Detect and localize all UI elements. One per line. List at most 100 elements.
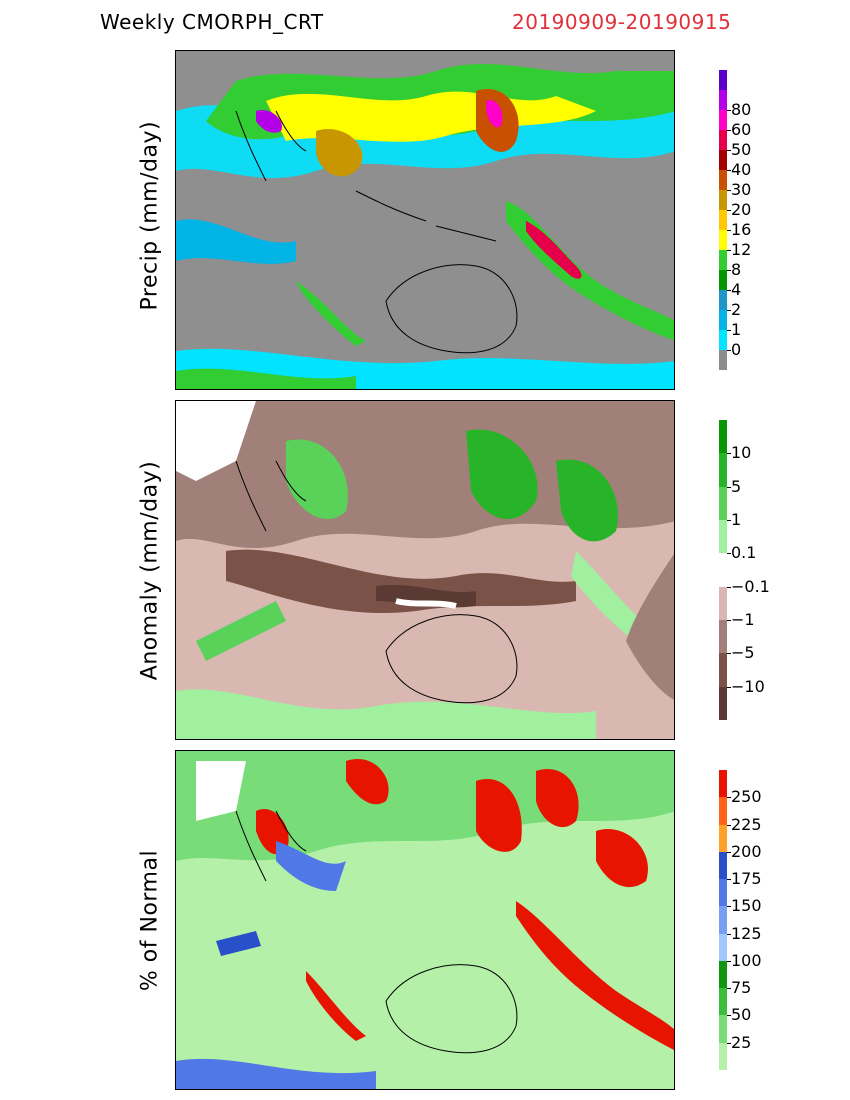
colorbar-label: 1 <box>731 510 742 529</box>
colorbar-label: 50 <box>731 140 752 159</box>
anomaly-colorbar <box>719 420 731 720</box>
colorbar-segment <box>719 170 727 190</box>
colorbar-tick <box>727 250 731 251</box>
colorbar-tick <box>727 851 731 853</box>
colorbar-tick <box>727 553 731 555</box>
colorbar-tick <box>727 350 731 351</box>
colorbar-tick <box>727 230 731 231</box>
colorbar-tick <box>727 270 731 271</box>
colorbar-label: 80 <box>731 100 752 119</box>
anomaly-axis-label: Anomaly (mm/day) <box>137 460 163 681</box>
colorbar-tick <box>727 330 731 331</box>
colorbar-label: 0 <box>731 340 742 359</box>
map-title: Weekly CMORPH_CRT <box>100 10 324 34</box>
colorbar-tick <box>727 190 731 191</box>
colorbar-segment <box>719 130 727 150</box>
colorbar-label: 225 <box>731 814 762 834</box>
colorbar-label: 50 <box>731 1005 752 1025</box>
colorbar-label: 10 <box>731 443 752 463</box>
colorbar-tick <box>727 170 731 171</box>
colorbar-label: −5 <box>731 643 755 663</box>
date-range: 20190909-20190915 <box>512 10 732 34</box>
colorbar-tick <box>727 486 731 488</box>
colorbar-segment <box>719 851 727 880</box>
colorbar-segment <box>719 1042 727 1070</box>
colorbar-label: 25 <box>731 1032 752 1052</box>
colorbar-segment <box>719 290 727 310</box>
colorbar-tick <box>727 110 731 111</box>
colorbar-tick <box>727 520 731 521</box>
colorbar-tick <box>727 686 731 688</box>
colorbar-segment <box>719 453 727 487</box>
anomaly-map <box>175 400 675 740</box>
colorbar-tick <box>727 290 731 291</box>
percent-axis-label: % of Normal <box>137 849 163 992</box>
colorbar-label: 5 <box>731 476 742 496</box>
colorbar-label: 100 <box>731 950 762 970</box>
colorbar-tick <box>727 130 731 131</box>
colorbar-segment <box>719 824 727 852</box>
colorbar-segment <box>719 90 727 110</box>
colorbar-tick <box>727 1015 731 1017</box>
colorbar-segment <box>719 190 727 210</box>
colorbar-segment <box>719 770 727 798</box>
colorbar-label: 0.1 <box>731 543 757 563</box>
colorbar-segment <box>719 110 727 130</box>
colorbar-label: −0.1 <box>731 576 770 596</box>
colorbar-segment <box>719 230 727 250</box>
colorbar-segment <box>719 350 727 370</box>
colorbar-segment <box>719 553 727 587</box>
colorbar-tick <box>727 653 731 655</box>
colorbar-tick <box>727 960 731 962</box>
colorbar-segment <box>719 310 727 330</box>
colorbar-segment <box>719 150 727 170</box>
colorbar-label: 250 <box>731 787 762 807</box>
colorbar-segment <box>719 586 727 620</box>
colorbar-segment <box>719 1015 727 1043</box>
colorbar-segment <box>719 960 727 989</box>
colorbar-segment <box>719 486 727 520</box>
colorbar-segment <box>719 797 727 825</box>
colorbar-label: 60 <box>731 120 752 139</box>
colorbar-segment <box>719 70 727 90</box>
colorbar-label: 40 <box>731 160 752 179</box>
colorbar-tick <box>727 620 731 621</box>
colorbar-tick <box>727 797 731 799</box>
colorbar-tick <box>727 310 731 311</box>
precip-map <box>175 50 675 390</box>
colorbar-label: 2 <box>731 300 742 319</box>
precip-axis-label: Precip (mm/day) <box>137 120 163 311</box>
colorbar-label: −10 <box>731 676 765 696</box>
colorbar-label: −1 <box>731 610 755 629</box>
colorbar-label: 16 <box>731 220 752 239</box>
colorbar-tick <box>727 879 731 881</box>
colorbar-tick <box>727 906 731 908</box>
colorbar-segment <box>719 520 727 554</box>
colorbar-segment <box>719 988 727 1016</box>
colorbar-tick <box>727 453 731 455</box>
colorbar-label: 8 <box>731 260 742 279</box>
colorbar-label: 1 <box>731 320 742 339</box>
colorbar-label: 200 <box>731 841 762 861</box>
colorbar-tick <box>727 150 731 151</box>
colorbar-label: 75 <box>731 978 752 998</box>
colorbar-label: 30 <box>731 180 752 199</box>
colorbar-segment <box>719 653 727 687</box>
colorbar-tick <box>727 824 731 826</box>
colorbar-label: 150 <box>731 896 762 916</box>
colorbar-label: 175 <box>731 869 762 889</box>
colorbar-segment <box>719 210 727 230</box>
colorbar-segment <box>719 330 727 350</box>
colorbar-label: 4 <box>731 280 742 299</box>
colorbar-tick <box>727 1042 731 1044</box>
colorbar-tick <box>727 586 731 588</box>
colorbar-tick <box>727 933 731 935</box>
colorbar-segment <box>719 686 727 720</box>
percent-colorbar <box>719 770 731 1070</box>
colorbar-segment <box>719 420 727 454</box>
colorbar-label: 12 <box>731 240 752 259</box>
colorbar-tick <box>727 210 731 211</box>
colorbar-segment <box>719 933 727 961</box>
colorbar-tick <box>727 988 731 990</box>
colorbar-segment <box>719 270 727 290</box>
